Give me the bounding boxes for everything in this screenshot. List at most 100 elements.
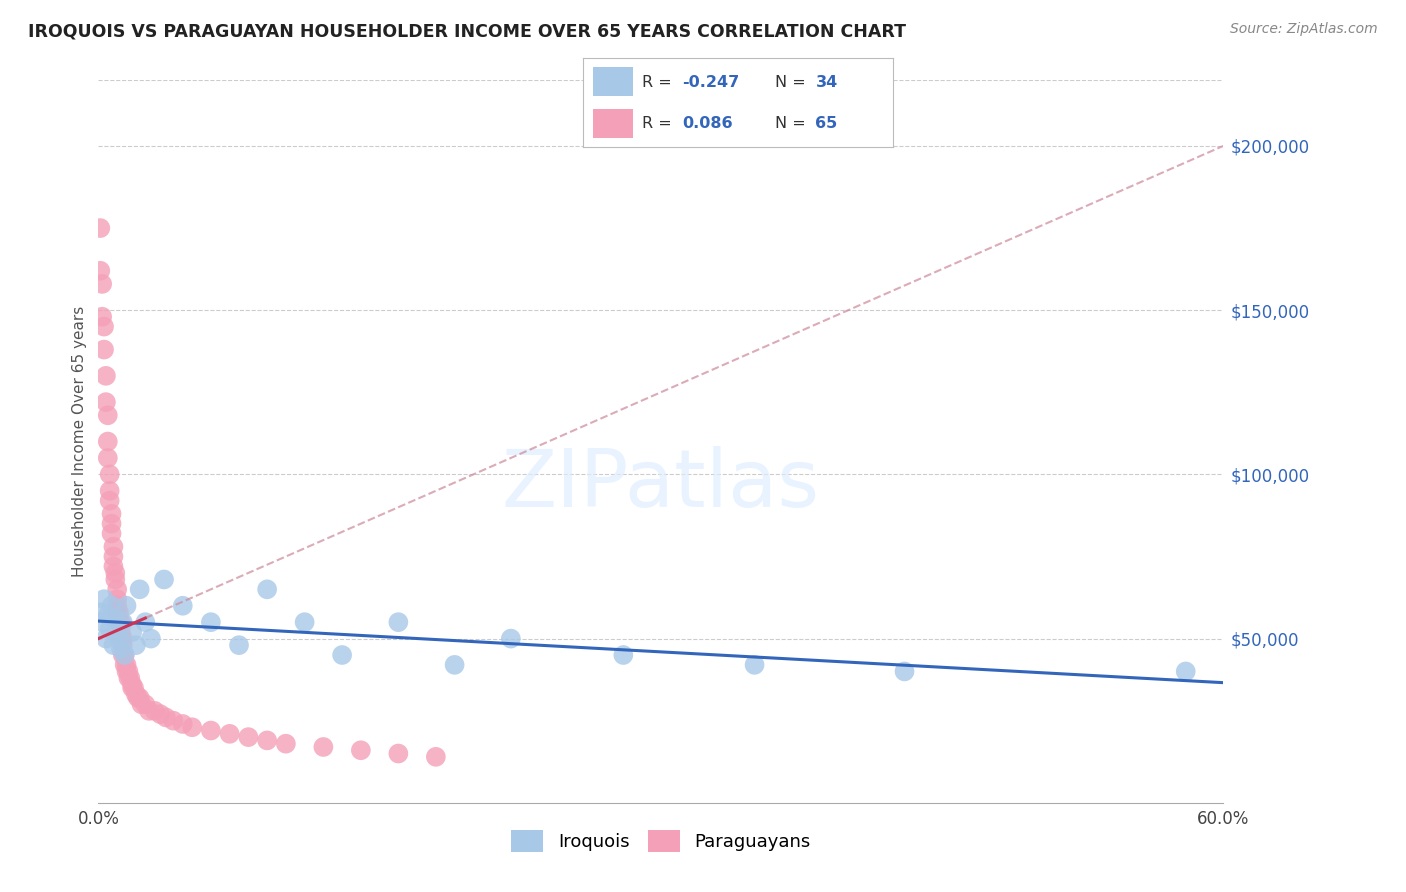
Point bbox=[893, 665, 915, 679]
Point bbox=[744, 657, 766, 672]
Point bbox=[98, 622, 121, 636]
Point bbox=[134, 698, 156, 712]
Point bbox=[115, 665, 138, 679]
Point bbox=[256, 733, 278, 747]
Point bbox=[149, 707, 172, 722]
Text: R =: R = bbox=[643, 116, 678, 130]
Point bbox=[91, 310, 114, 324]
Point bbox=[122, 681, 145, 695]
Point bbox=[387, 747, 409, 761]
Point bbox=[121, 681, 143, 695]
Point bbox=[97, 409, 120, 423]
Point bbox=[131, 698, 153, 712]
Point bbox=[1174, 665, 1197, 679]
Point bbox=[104, 573, 127, 587]
Text: -0.247: -0.247 bbox=[682, 75, 740, 89]
Point bbox=[110, 625, 132, 640]
Point bbox=[104, 612, 127, 626]
Point bbox=[105, 605, 128, 619]
Point bbox=[105, 625, 128, 640]
Point bbox=[172, 599, 194, 613]
Point bbox=[111, 648, 134, 662]
Text: 65: 65 bbox=[815, 116, 838, 130]
Text: ZIPatlas: ZIPatlas bbox=[502, 446, 820, 524]
Point bbox=[111, 615, 134, 630]
Point bbox=[110, 632, 132, 646]
Point bbox=[120, 671, 142, 685]
Point bbox=[89, 221, 111, 235]
Text: 0.086: 0.086 bbox=[682, 116, 733, 130]
Point bbox=[93, 319, 115, 334]
Y-axis label: Householder Income Over 65 years: Householder Income Over 65 years bbox=[72, 306, 87, 577]
Point bbox=[108, 605, 131, 619]
Point bbox=[115, 657, 138, 672]
Point bbox=[200, 615, 222, 630]
Text: N =: N = bbox=[775, 116, 811, 130]
Point bbox=[121, 677, 143, 691]
Point bbox=[110, 641, 132, 656]
Text: 34: 34 bbox=[815, 75, 838, 89]
Text: Source: ZipAtlas.com: Source: ZipAtlas.com bbox=[1230, 22, 1378, 37]
Point bbox=[114, 648, 136, 662]
Point bbox=[155, 710, 177, 724]
Point bbox=[91, 615, 114, 630]
Point bbox=[105, 599, 128, 613]
Point bbox=[117, 665, 139, 679]
Point bbox=[108, 615, 131, 630]
Text: R =: R = bbox=[643, 75, 678, 89]
Point bbox=[94, 368, 117, 383]
Point bbox=[105, 592, 128, 607]
Point bbox=[111, 638, 134, 652]
Point bbox=[294, 615, 316, 630]
Point bbox=[98, 493, 121, 508]
Point bbox=[228, 638, 250, 652]
Point bbox=[138, 704, 160, 718]
Point bbox=[143, 704, 166, 718]
Point bbox=[443, 657, 465, 672]
Point bbox=[127, 690, 149, 705]
Point bbox=[218, 727, 240, 741]
Point bbox=[499, 632, 522, 646]
Point bbox=[111, 632, 134, 646]
Point bbox=[312, 739, 335, 754]
Text: IROQUOIS VS PARAGUAYAN HOUSEHOLDER INCOME OVER 65 YEARS CORRELATION CHART: IROQUOIS VS PARAGUAYAN HOUSEHOLDER INCOM… bbox=[28, 22, 905, 40]
Point bbox=[117, 671, 139, 685]
Point bbox=[115, 599, 138, 613]
Point bbox=[105, 582, 128, 597]
Bar bbox=[593, 67, 633, 96]
Point bbox=[103, 540, 125, 554]
Legend: Iroquois, Paraguayans: Iroquois, Paraguayans bbox=[503, 822, 818, 859]
Point bbox=[97, 450, 120, 465]
Point bbox=[108, 632, 131, 646]
Point bbox=[134, 615, 156, 630]
Point bbox=[94, 632, 117, 646]
Point bbox=[274, 737, 297, 751]
Point bbox=[89, 605, 111, 619]
Point bbox=[172, 717, 194, 731]
Point bbox=[103, 638, 125, 652]
Point bbox=[200, 723, 222, 738]
Point bbox=[128, 582, 150, 597]
Point bbox=[97, 434, 120, 449]
Point bbox=[100, 516, 122, 531]
Point bbox=[89, 264, 111, 278]
Point bbox=[128, 690, 150, 705]
Point bbox=[103, 549, 125, 564]
Point bbox=[387, 615, 409, 630]
Point bbox=[104, 566, 127, 580]
Point bbox=[98, 483, 121, 498]
Point bbox=[330, 648, 353, 662]
Point bbox=[100, 507, 122, 521]
Point bbox=[125, 638, 148, 652]
Point bbox=[125, 687, 148, 701]
Bar bbox=[593, 109, 633, 138]
Point bbox=[91, 277, 114, 291]
Point bbox=[121, 625, 143, 640]
Point bbox=[103, 559, 125, 574]
Text: N =: N = bbox=[775, 75, 811, 89]
Point bbox=[139, 632, 162, 646]
Point bbox=[110, 615, 132, 630]
Point bbox=[114, 657, 136, 672]
Point bbox=[181, 720, 204, 734]
Point bbox=[100, 599, 122, 613]
